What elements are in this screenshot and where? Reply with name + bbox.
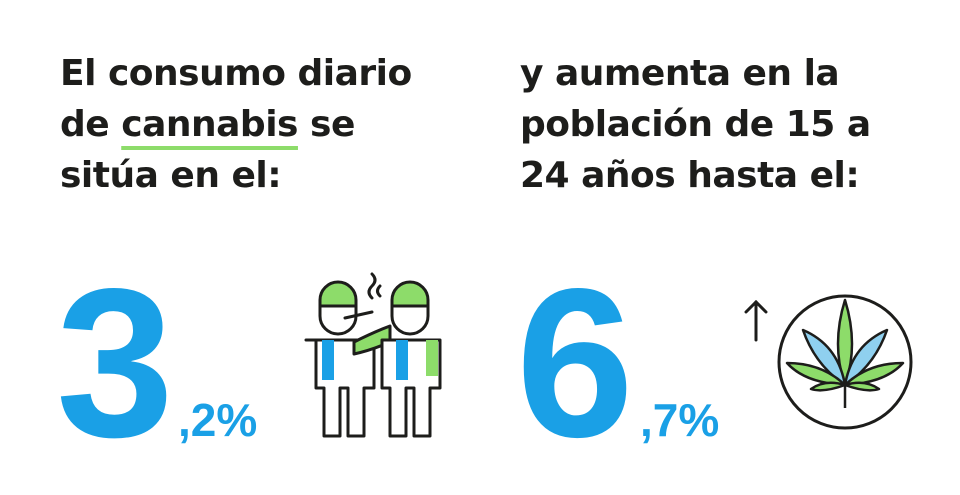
left-heading: El consumo diario de cannabis se sitúa e… <box>60 48 412 201</box>
big-number: 6 <box>516 244 634 481</box>
heading-line: sitúa en el: <box>60 155 282 196</box>
cannabis-icon <box>777 294 913 430</box>
number-decimal: ,2% <box>178 394 257 446</box>
number-decimal: ,7% <box>640 394 719 446</box>
heading-text: de <box>60 104 110 145</box>
heading-line: 24 años hasta el: <box>520 155 860 196</box>
right-heading: y aumenta en la población de 15 a 24 año… <box>520 48 871 201</box>
big-number: 3 <box>56 244 174 481</box>
up-arrow <box>744 299 768 342</box>
people-icon <box>304 272 442 438</box>
heading-text: se <box>310 104 355 145</box>
heading-line: población de 15 a <box>520 104 871 145</box>
highlight-word: cannabis <box>121 104 298 145</box>
heading-line: y aumenta en la <box>520 53 840 94</box>
heading-line: El consumo diario <box>60 53 412 94</box>
